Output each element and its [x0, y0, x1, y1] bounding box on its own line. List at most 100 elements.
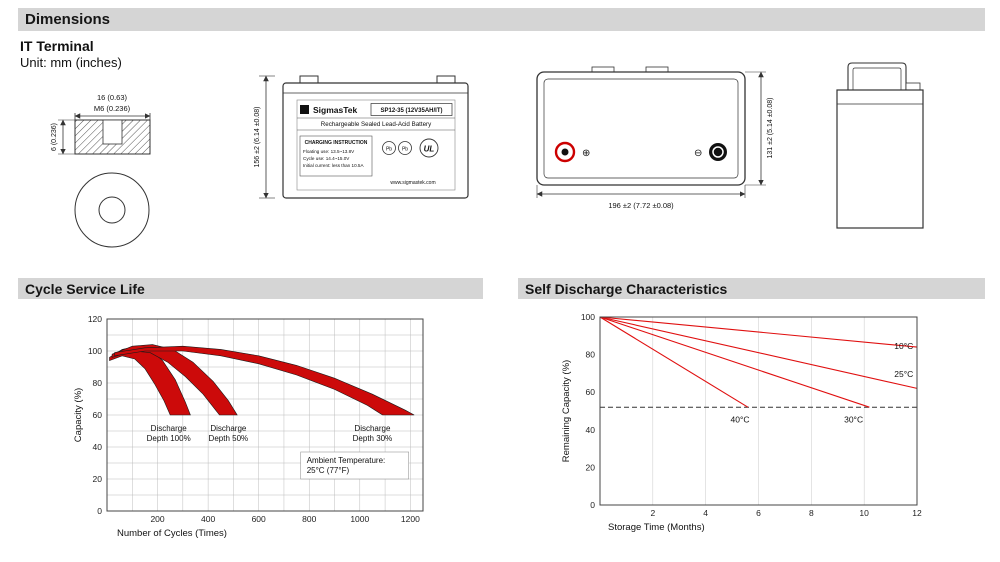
brand-logo [300, 105, 309, 114]
annotation-text: Discharge [354, 424, 391, 433]
model-number: SP12-35 (12V35AH/IT) [380, 108, 442, 114]
self-discharge-title: Self Discharge Characteristics [525, 280, 728, 297]
x-axis-title: Number of Cycles (Times) [117, 528, 227, 539]
y-tick-label: 20 [93, 474, 103, 484]
pb-label-2: Pb [402, 147, 408, 153]
section-header-self-discharge: Self Discharge Characteristics [518, 278, 985, 299]
y-tick-label: 100 [581, 312, 595, 322]
section-header-dimensions: Dimensions [18, 8, 985, 31]
discharge-depth-band [114, 345, 415, 416]
terminal-top-view-inner-circle [98, 196, 126, 224]
y-tick-label: 60 [93, 410, 103, 420]
y-tick-label: 80 [93, 378, 103, 388]
x-tick-label: 12 [912, 508, 922, 518]
charging-instruction-box [299, 135, 373, 177]
x-tick-label: 600 [252, 514, 266, 524]
pb-label-1: Pb [386, 147, 392, 153]
top-width-dim-label: 196 ±2 (7.72 ±0.08) [608, 201, 674, 210]
pb-recycle-icon [382, 141, 396, 155]
battery-front-view: 156 ±2 (6.14 ±0.08) SigmasTek SP12-35 (1… [254, 75, 469, 199]
self-discharge-chart: 10°C 25°C 30°C 40°C 0 20 40 60 80 100 2 4 6 8 10 12 Rema… [561, 312, 922, 533]
temperature-label: 40°C [731, 414, 750, 424]
handle-outer [847, 62, 907, 90]
x-tick-label: 2 [650, 508, 655, 518]
terminal-top-view-outer-circle [74, 172, 150, 248]
temperature-line [599, 316, 918, 348]
x-tick-label: 4 [703, 508, 708, 518]
charging-line-1: Floating use: 13.5~13.8V [303, 149, 355, 154]
y-tick-label: 80 [586, 350, 596, 360]
x-tick-label: 8 [809, 508, 814, 518]
y-axis-title: Remaining Capacity (%) [561, 360, 572, 462]
charging-line-3: Initial current: less than 10.5A [303, 163, 364, 168]
pb-crossed-icon [398, 141, 412, 155]
y-axis-title: Capacity (%) [73, 388, 84, 442]
model-box [370, 103, 453, 116]
temperature-line [599, 316, 749, 408]
charging-line-2: Cycle use: 14.4~15.0V [303, 156, 350, 161]
plot-border [599, 316, 918, 506]
it-terminal-heading: IT Terminal [20, 38, 94, 54]
terminal-bump [905, 82, 921, 91]
annotation-text: Discharge [151, 424, 188, 433]
temperature-label: 10°C [894, 341, 913, 351]
x-tick-label: 10 [859, 508, 869, 518]
y-tick-label: 0 [97, 506, 102, 516]
plot-border [106, 318, 424, 512]
terminal-height-dim-label: 6 (0.236) [51, 123, 58, 151]
y-tick-label: 20 [586, 462, 596, 472]
charging-instruction-title: CHARGING INSTRUCTION [305, 140, 368, 146]
negative-terminal [709, 143, 727, 161]
terminal-thread-hole [102, 119, 123, 145]
side-body-outline [836, 89, 924, 229]
battery-subtitle: Rechargeable Sealed Lead-Acid Battery [321, 121, 432, 128]
annotation-text: Depth 50% [209, 434, 249, 443]
temperature-label: 30°C [844, 414, 863, 424]
battery-top-view: ⊕ ⊖ 196 ±2 (7.72 ±0.08) 131 ±2 (5.14 ±0.… [536, 66, 774, 210]
top-height-dim-label: 131 ±2 (5.14 ±0.08) [767, 97, 774, 158]
section-header-cycle-service-life: Cycle Service Life [18, 278, 483, 299]
temperature-line [599, 316, 918, 389]
y-tick-label: 40 [586, 425, 596, 435]
annotation-text: Depth 30% [353, 434, 393, 443]
y-tick-label: 100 [88, 346, 102, 356]
cycle-service-life-title: Cycle Service Life [25, 280, 145, 297]
top-view-outline [536, 71, 746, 186]
battery-side-view [836, 62, 924, 229]
plus-symbol: ⊕ [582, 148, 590, 159]
x-tick-label: 400 [201, 514, 215, 524]
y-tick-label: 0 [590, 500, 595, 510]
front-height-dim-label: 156 ±2 (6.14 ±0.08) [254, 106, 261, 167]
dimensions-title: Dimensions [25, 11, 111, 28]
annotation-text: 25°C (77°F) [307, 466, 350, 475]
top-view-inner-outline [543, 78, 739, 179]
website-text: www.sigmastek.com [390, 180, 435, 186]
x-tick-label: 6 [756, 508, 761, 518]
temperature-label: 25°C [894, 369, 913, 379]
positive-terminal-center [561, 148, 569, 156]
annotation-box [300, 451, 410, 480]
ul-mark-icon [419, 138, 439, 158]
annotation-text: Discharge [210, 424, 247, 433]
x-tick-label: 1000 [350, 514, 369, 524]
unit-note: Unit: mm (inches) [20, 55, 122, 70]
handle-inner [852, 67, 902, 90]
it-terminal-drawing: 16 (0.63) M6 (0.236) 6 (0.236) [51, 93, 151, 248]
x-tick-label: 1200 [401, 514, 420, 524]
annotation-text: Ambient Temperature: [307, 456, 386, 465]
y-tick-label: 40 [93, 442, 103, 452]
annotation-text: Depth 100% [147, 434, 191, 443]
negative-terminal-ring [712, 146, 724, 158]
terminal-width-dim-label: 16 (0.63) [97, 93, 128, 102]
terminal-thread-dim-label: M6 (0.236) [94, 104, 131, 113]
y-tick-label: 60 [586, 387, 596, 397]
temperature-line [599, 316, 870, 408]
minus-symbol: ⊖ [694, 148, 702, 159]
brand-name: SigmasTek [313, 105, 358, 115]
ul-label: UL [424, 145, 435, 154]
x-tick-label: 800 [302, 514, 316, 524]
x-axis-title: Storage Time (Months) [608, 522, 705, 533]
y-tick-label: 120 [88, 314, 102, 324]
x-tick-label: 200 [150, 514, 164, 524]
cycle-service-life-chart: 0 20 40 60 80 100 120 200 400 600 800 1000 1200 Capac… [73, 314, 424, 539]
